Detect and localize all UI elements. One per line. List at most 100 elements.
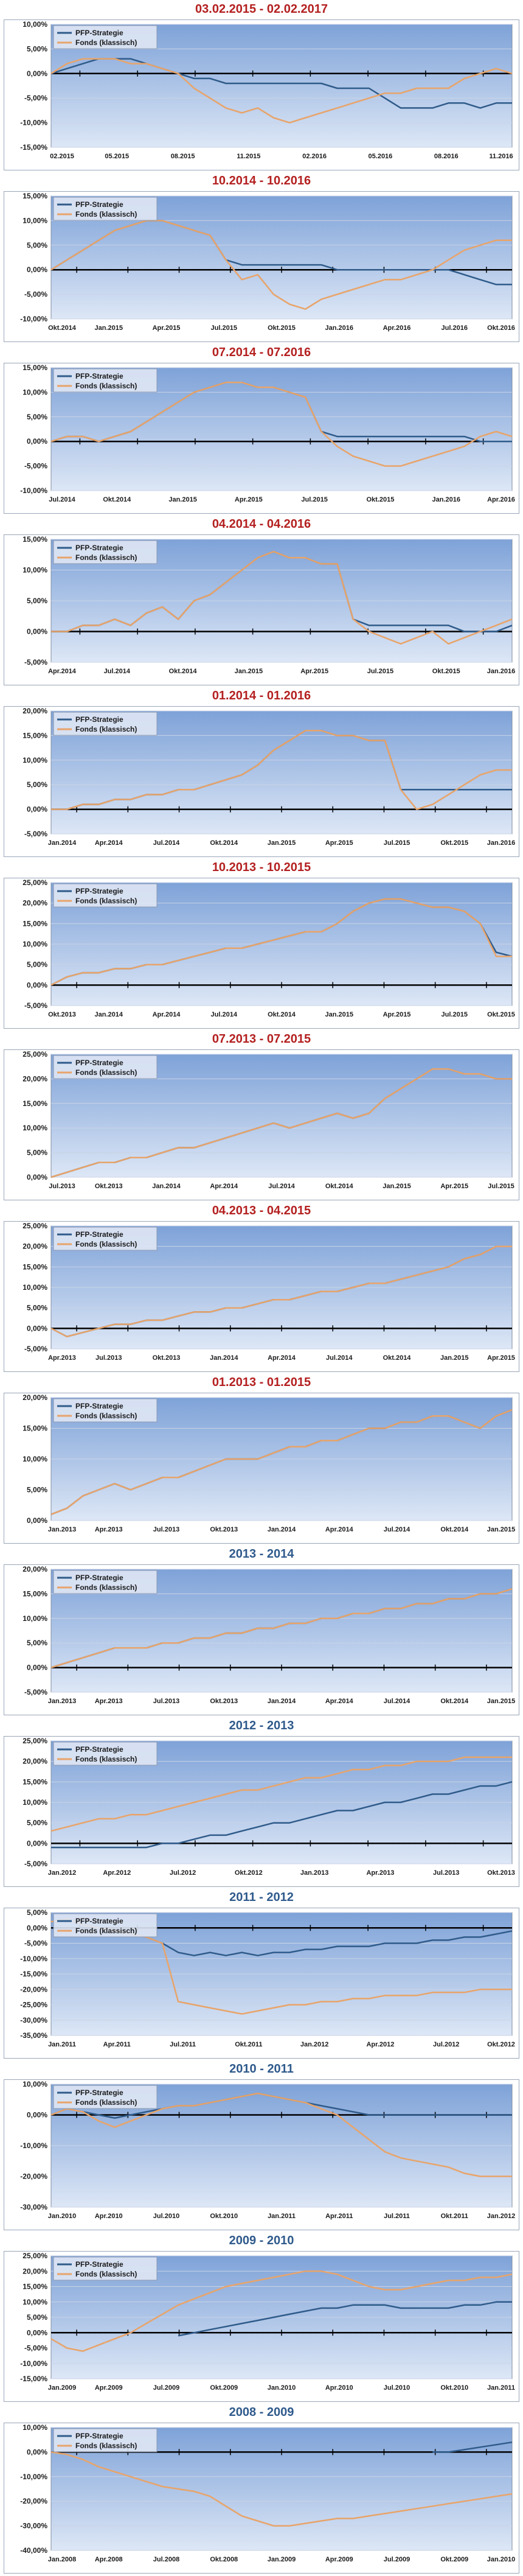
y-tick-label: 15,00% xyxy=(23,919,47,928)
y-tick-label: 15,00% xyxy=(23,192,47,200)
y-tick-label: 25,00% xyxy=(23,2252,47,2260)
y-tick-label: 25,00% xyxy=(23,1050,47,1059)
x-tick-label: Okt.2014 xyxy=(440,1526,469,1533)
x-tick-label: Okt.2014 xyxy=(103,496,131,503)
legend-label-fund: Fonds (klassisch) xyxy=(75,2098,137,2107)
chart-title: 07.2014 - 07.2016 xyxy=(212,346,311,359)
y-tick-label: -35,00% xyxy=(20,2031,47,2040)
legend-label-strategy: PFP-Strategie xyxy=(75,372,123,380)
legend-label-fund: Fonds (klassisch) xyxy=(75,1755,137,1763)
series-line-fund xyxy=(50,2451,513,2527)
y-tick-label: 0,00% xyxy=(27,1923,47,1932)
y-tick-label: -5,00% xyxy=(24,1860,47,1868)
x-tick-label: Jul.2008 xyxy=(153,2556,179,2563)
x-tick-label: Apr.2015 xyxy=(325,839,353,847)
y-tick-label: 25,00% xyxy=(23,878,47,887)
x-tick-label: Jul.2009 xyxy=(153,2384,179,2392)
y-tick-label: -10,00% xyxy=(20,2473,47,2481)
x-tick-label: Jan.2015 xyxy=(95,324,123,332)
x-tick-label: Okt.2015 xyxy=(268,324,296,332)
x-tick-label: Jan.2012 xyxy=(300,2041,328,2048)
series-line-fund xyxy=(50,381,513,467)
x-tick-label: Apr.2013 xyxy=(366,1869,394,1877)
legend-label-fund: Fonds (klassisch) xyxy=(75,1240,137,1248)
y-tick-label: 20,00% xyxy=(23,1074,47,1083)
x-tick-label: Jul.2011 xyxy=(384,2213,410,2220)
y-tick-label: -5,00% xyxy=(24,830,47,838)
x-tick-label: Jul.2012 xyxy=(170,1869,196,1877)
x-tick-label: Okt.2014 xyxy=(440,1698,469,1705)
chart-svg: 20,00% 15,00% 10,00% 5,00% 0,00%Jan.2013 Apr.… xyxy=(4,1393,519,1544)
x-tick-label: Apr.2009 xyxy=(325,2556,353,2563)
x-tick-label: 08.2016 xyxy=(434,153,459,160)
x-tick-label: Jan.2014 xyxy=(152,1183,181,1190)
y-tick-label: -30,00% xyxy=(20,2016,47,2025)
y-tick-label: 20,00% xyxy=(23,1242,47,1251)
chart-panel: 2010 - 2011 10,00% 0,00% -10,00% -20,00% -30,… xyxy=(4,2060,519,2231)
chart-svg: 10,00%0,00%-10,00%-20,00%-30,00%-40,00%J… xyxy=(4,2423,519,2574)
legend xyxy=(53,712,158,736)
chart-title: 10.2013 - 10.2015 xyxy=(212,861,311,874)
x-tick-label: Jul.2014 xyxy=(268,1183,295,1190)
y-tick-label: -10,00% xyxy=(20,315,47,323)
y-tick-label: 15,00% xyxy=(23,2283,47,2291)
x-tick-label: Apr.2016 xyxy=(487,496,515,503)
x-tick-label: Okt.2014 xyxy=(48,324,77,332)
x-tick-label: Apr.2014 xyxy=(210,1183,238,1190)
x-tick-label: Okt.2015 xyxy=(432,668,460,675)
chart-title: 01.2014 - 01.2016 xyxy=(212,689,311,702)
series-line-fund xyxy=(50,1068,512,1178)
y-tick-label: 10,00% xyxy=(23,566,47,575)
chart-title: 07.2013 - 07.2015 xyxy=(212,1032,311,1046)
x-tick-label: Okt.2009 xyxy=(440,2556,468,2563)
legend-label-strategy: PFP-Strategie xyxy=(75,544,123,552)
x-tick-label: Jan.2014 xyxy=(268,1526,296,1533)
y-tick-label: 5,00% xyxy=(27,44,47,53)
chart-svg: 15,00%10,00%5,00%0,00%-5,00%-10,00%Okt.2… xyxy=(4,191,519,342)
y-tick-label: -15,00% xyxy=(20,2375,47,2383)
x-tick-label: Jul.2013 xyxy=(95,1354,122,1362)
legend-label-fund: Fonds (klassisch) xyxy=(75,382,137,390)
x-tick-label: Apr.2014 xyxy=(268,1354,296,1362)
x-tick-label: 02.2016 xyxy=(302,153,327,160)
y-tick-label: 10,00% xyxy=(23,216,47,225)
y-tick-label: 5,00% xyxy=(27,1908,47,1917)
chart-panel: 04.2013 - 04.2015 25,00% 20,00% 15,00% 10,00… xyxy=(4,1202,519,1373)
x-tick-label: Jan.2009 xyxy=(268,2556,296,2563)
x-tick-label: Apr.2015 xyxy=(383,1011,411,1018)
x-tick-label: Jul.2013 xyxy=(433,1869,459,1877)
x-tick-label: Jul.2014 xyxy=(326,1354,353,1362)
x-tick-label: Jan.2012 xyxy=(48,1869,76,1877)
legend-label-fund: Fonds (klassisch) xyxy=(75,210,137,219)
chart-title: 2011 - 2012 xyxy=(229,1891,294,1904)
legend-label-strategy: PFP-Strategie xyxy=(75,1230,123,1239)
legend xyxy=(53,1398,158,1423)
chart-svg: 25,00% 20,00% 15,00% 10,00% 5,00% 0,00% -5,00%… xyxy=(4,1736,519,1887)
y-tick-label: 0,00% xyxy=(27,628,47,636)
y-tick-label: 0,00% xyxy=(27,2328,47,2337)
chart-panel: 10.2014 - 10.2016 15,00% 10,00% 5,00% 0,00% -… xyxy=(4,172,519,343)
x-tick-label: Jul.2015 xyxy=(384,839,410,847)
x-tick-label: Jan.2013 xyxy=(48,1526,76,1533)
y-tick-label: 5,00% xyxy=(27,413,47,421)
y-tick-label: -20,00% xyxy=(20,1985,47,1993)
x-tick-label: Jan.2014 xyxy=(48,839,77,847)
x-tick-label: Okt.2013 xyxy=(487,1869,515,1877)
series-line-strategy xyxy=(178,2301,512,2337)
x-tick-label: Jul.2013 xyxy=(49,1183,75,1190)
x-tick-label: Okt.2015 xyxy=(366,496,394,503)
chart-svg: 10,00% 0,00% -10,00% -20,00% -30,00%Jan.2010… xyxy=(4,2079,519,2230)
chart-svg: 15,00%10,00%5,00%0,00%-5,00%-10,00%Jul.2… xyxy=(4,363,519,514)
x-tick-label: Jul.2015 xyxy=(301,496,327,503)
legend-label-strategy: PFP-Strategie xyxy=(75,29,123,37)
x-tick-label: Jan.2016 xyxy=(325,324,353,332)
x-tick-label: Jan.2011 xyxy=(48,2041,76,2048)
chart-svg: 25,00%20,00%15,00%10,00%5,00%0,00%Jul.20… xyxy=(4,1049,519,1200)
y-tick-label: -10,00% xyxy=(20,119,47,127)
chart-svg: 20,00%15,00%10,00%5,00%0,00%-5,00%Jan.20… xyxy=(4,706,519,857)
chart-panel: 2011 - 2012 5,00% 0,00% -5,00% -10,00% -15,00… xyxy=(4,1888,519,2060)
y-tick-label: -20,00% xyxy=(20,2497,47,2505)
series-line-fund xyxy=(50,1588,513,1668)
y-tick-label: 0,00% xyxy=(27,805,47,814)
legend xyxy=(53,1227,158,1251)
